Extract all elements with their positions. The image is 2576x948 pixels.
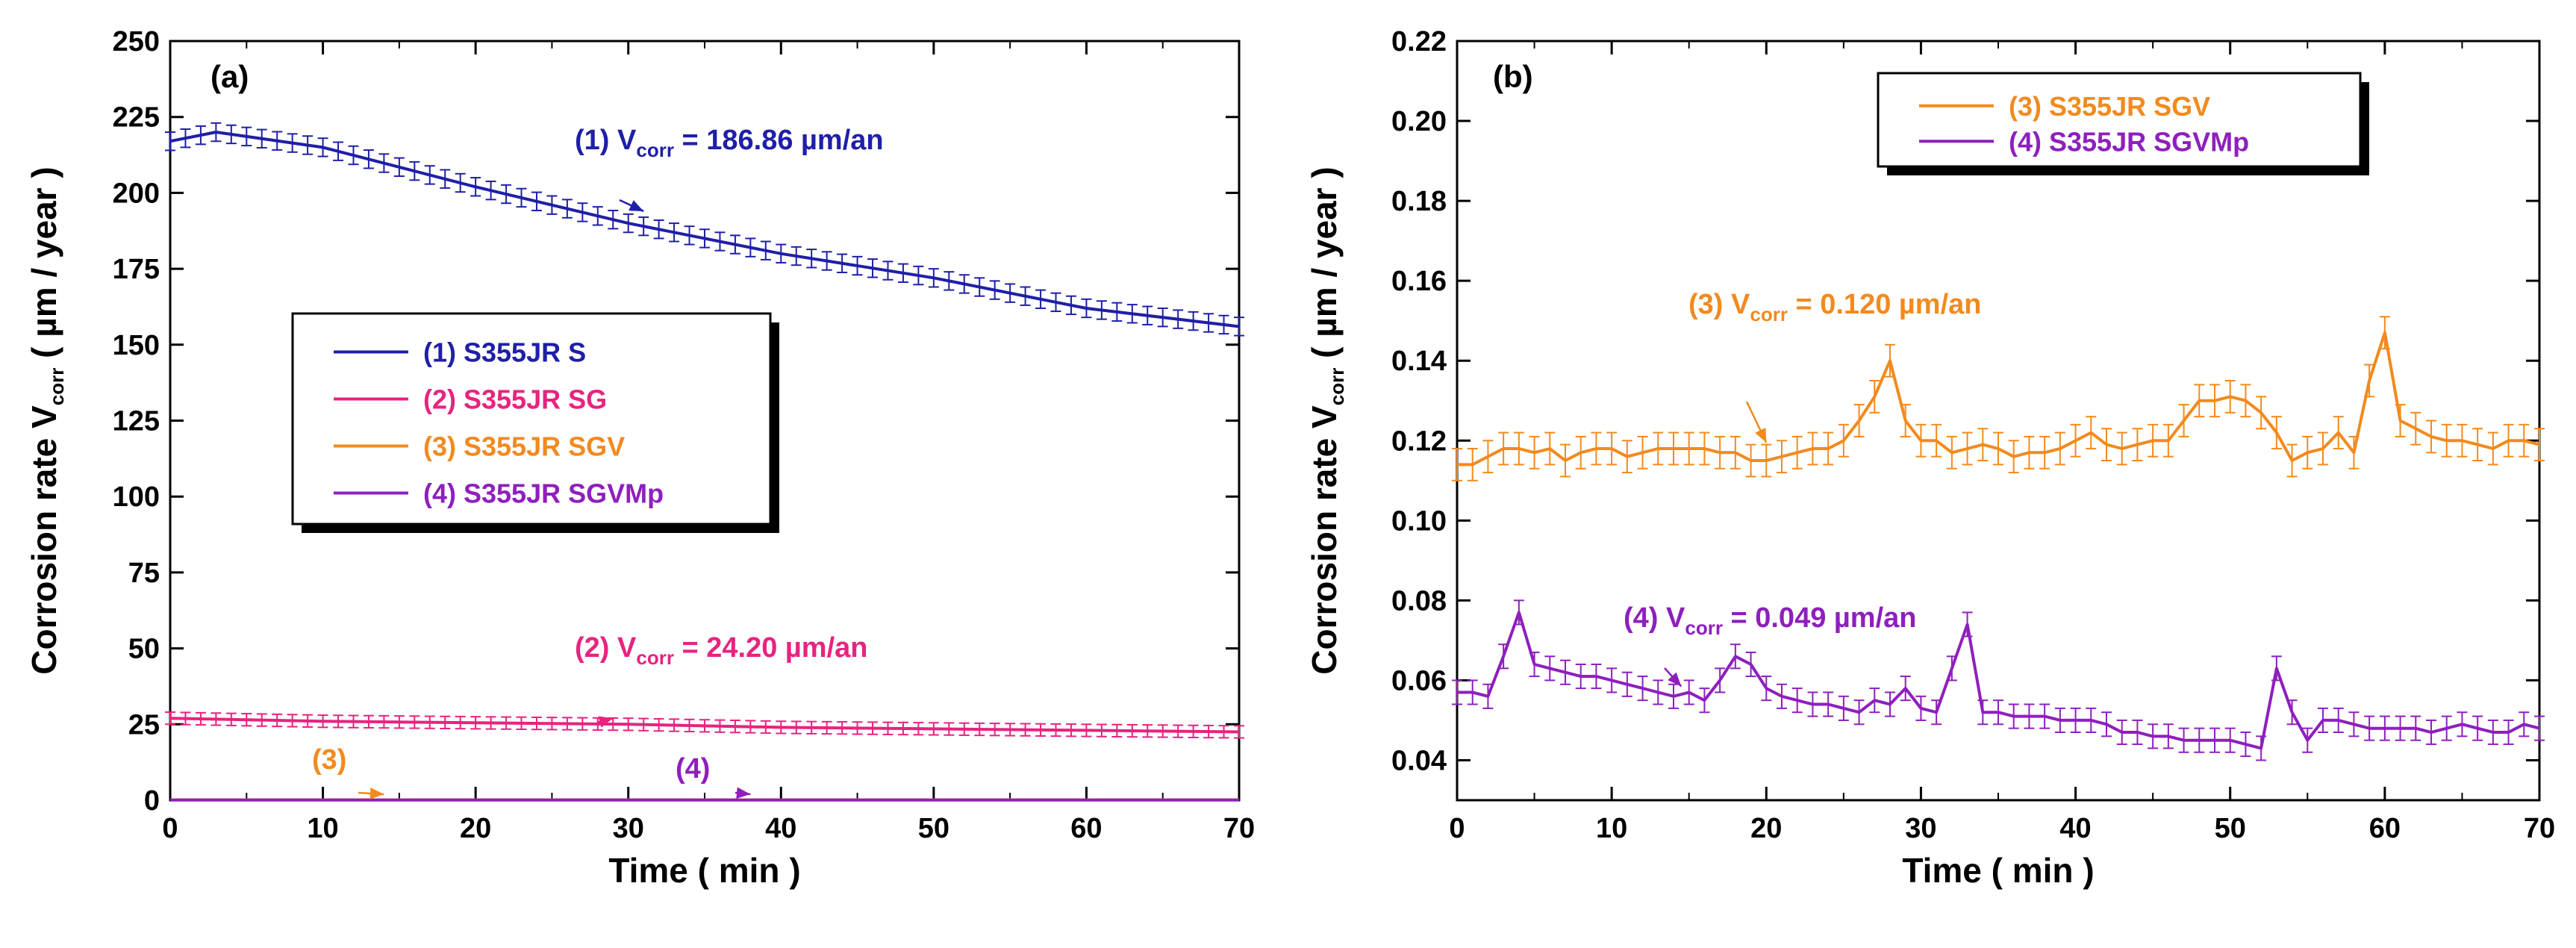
y-axis-title-suffix: ( µm / year )	[1305, 166, 1344, 367]
annotation-label-suffix: = 186.86 µm/an	[674, 125, 884, 156]
x-tick-label: 0	[162, 813, 178, 844]
y-tick-label: 250	[113, 26, 160, 57]
x-tick-label: 10	[1596, 813, 1627, 844]
legend-entry: (4) S355JR SGVMp	[2009, 126, 2249, 157]
x-tick-label: 10	[307, 813, 338, 844]
y-tick-label: 0.06	[1391, 665, 1447, 696]
annotation-label: (3)	[312, 744, 346, 776]
y-tick-label: 25	[128, 709, 160, 740]
y-axis-title-suffix: ( µm / year )	[25, 166, 63, 367]
x-tick-label: 70	[2524, 813, 2555, 844]
y-tick-label: 0.08	[1391, 585, 1447, 617]
legend-box	[291, 312, 772, 526]
x-axis-title: Time ( min )	[1902, 851, 2094, 890]
panel-a: 0 10 20 30 40 50 60 70 0 25 50 75 100 125 150 175 200 225…	[25, 26, 1255, 890]
legend-entry: (4) S355JR SGVMp	[423, 478, 664, 509]
annotation-arrowhead	[629, 200, 644, 211]
x-tick-label: 20	[1750, 813, 1782, 844]
annotation-label-prefix: (4) V	[1624, 602, 1685, 634]
panel-label: (b)	[1493, 59, 1533, 94]
y-tick-label: 0.04	[1391, 745, 1447, 776]
annotation-label-sub: corr	[1685, 617, 1723, 639]
annotation-label-suffix: = 24.20 µm/an	[674, 632, 868, 664]
y-tick-label: 200	[113, 178, 160, 209]
x-axis-title: Time ( min )	[608, 851, 800, 890]
series-2	[1452, 599, 2545, 761]
annotation-arrowhead	[369, 788, 384, 799]
legend-entry: (1) S355JR S	[423, 337, 586, 368]
x-tick-label: 40	[2059, 813, 2091, 844]
x-tick-label: 30	[1905, 813, 1936, 844]
y-tick-label: 75	[128, 558, 160, 589]
annotation-label-sub: corr	[1750, 303, 1788, 325]
x-tick-label: 40	[765, 813, 796, 844]
y-tick-label: 50	[128, 634, 160, 665]
annotation-arrowhead	[736, 787, 751, 799]
annotation-label-prefix: (1) V	[575, 125, 637, 156]
y-tick-label: 0.16	[1391, 266, 1447, 297]
y-axis-title-sub: corr	[1326, 368, 1348, 406]
annotation-label: (1) Vcorr = 186.86 µm/an	[575, 125, 884, 161]
y-tick-label: 0.12	[1391, 425, 1447, 457]
legend-entry: (2) S355JR SG	[423, 384, 607, 415]
annotation-label: (4)	[676, 753, 710, 785]
annotation-label: (3) Vcorr = 0.120 µm/an	[1688, 289, 1981, 325]
x-tick-label: 50	[2215, 813, 2246, 844]
y-tick-label: 225	[113, 102, 160, 134]
y-tick-label: 0.14	[1391, 346, 1447, 377]
panel-label: (a)	[210, 59, 249, 94]
annotation-label-sub: corr	[636, 139, 674, 161]
annotation-label: (4) Vcorr = 0.049 µm/an	[1624, 602, 1916, 639]
x-tick-label: 0	[1449, 813, 1465, 844]
y-axis-title-group: Corrosion rate Vcorr ( µm / year )	[25, 166, 68, 674]
annotation-label-suffix: = 0.049 µm/an	[1723, 602, 1917, 634]
x-tick-label: 30	[613, 813, 644, 844]
annotation-arrowhead	[1668, 672, 1682, 687]
y-tick-label: 0	[144, 785, 160, 817]
series-2	[165, 711, 1244, 739]
panel-b: 0 10 20 30 40 50 60 70 0.04 0.06 0.08 0.10 0.12 0.14 0…	[1305, 26, 2555, 890]
x-tick-label: 50	[918, 813, 949, 844]
annotation-label-prefix: (3)	[312, 744, 346, 776]
y-tick-label: 0.20	[1391, 106, 1447, 137]
annotation-label-prefix: (4)	[676, 753, 710, 785]
y-axis-title-group: Corrosion rate Vcorr ( µm / year )	[1305, 166, 1348, 674]
y-tick-label: 0.22	[1391, 26, 1447, 57]
legend-box	[1877, 72, 2362, 168]
y-tick-label: 175	[113, 254, 160, 285]
annotation-label-prefix: (2) V	[575, 632, 637, 664]
annotation-label-sub: corr	[636, 646, 674, 669]
series-1	[165, 122, 1244, 337]
x-tick-label: 70	[1223, 813, 1255, 844]
series-1	[1452, 316, 2545, 481]
y-tick-label: 150	[113, 330, 160, 361]
y-axis-title-prefix: Corrosion rate V	[1305, 405, 1344, 675]
annotation-arrowhead	[1755, 427, 1767, 443]
annotation-label: (2) Vcorr = 24.20 µm/an	[575, 632, 867, 669]
y-axis-title: Corrosion rate Vcorr ( µm / year )	[1305, 166, 1348, 674]
x-tick-label: 60	[2369, 813, 2401, 844]
y-axis-title: Corrosion rate Vcorr ( µm / year )	[25, 166, 68, 674]
y-axis-title-prefix: Corrosion rate V	[25, 405, 63, 675]
y-axis-title-sub: corr	[46, 368, 68, 406]
legend-entry: (3) S355JR SGV	[423, 431, 625, 462]
annotation-arrowhead	[598, 716, 614, 728]
x-tick-label: 60	[1070, 813, 1102, 844]
y-tick-label: 0.18	[1391, 186, 1447, 217]
y-tick-label: 0.10	[1391, 505, 1447, 537]
annotation-label-suffix: = 0.120 µm/an	[1788, 289, 1982, 320]
x-tick-label: 20	[460, 813, 491, 844]
annotation-label-prefix: (3) V	[1688, 289, 1750, 320]
y-tick-label: 125	[113, 406, 160, 437]
y-tick-label: 100	[113, 481, 160, 513]
legend-entry: (3) S355JR SGV	[2009, 91, 2210, 122]
